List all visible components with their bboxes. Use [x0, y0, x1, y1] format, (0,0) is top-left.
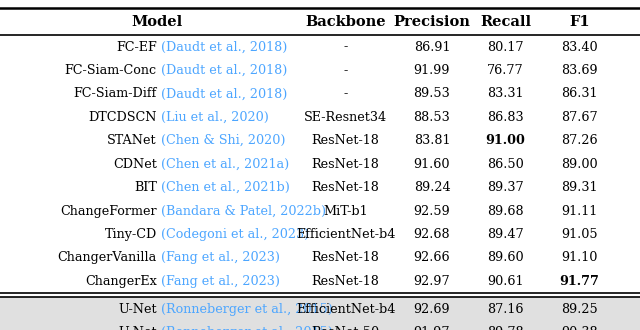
Text: (Bandara & Patel, 2022b): (Bandara & Patel, 2022b)	[157, 205, 326, 217]
Text: 92.69: 92.69	[413, 303, 451, 315]
Text: (Codegoni et al., 2023): (Codegoni et al., 2023)	[157, 228, 309, 241]
Text: EfficientNet-b4: EfficientNet-b4	[296, 303, 396, 315]
Text: 89.53: 89.53	[413, 87, 451, 100]
Text: 83.81: 83.81	[413, 134, 451, 147]
Text: 87.16: 87.16	[487, 303, 524, 315]
Text: ResNet-50: ResNet-50	[312, 326, 380, 330]
Text: 87.26: 87.26	[561, 134, 598, 147]
Text: FC-Siam-Diff: FC-Siam-Diff	[74, 87, 157, 100]
Text: (Daudt et al., 2018): (Daudt et al., 2018)	[157, 87, 287, 100]
Text: ResNet-18: ResNet-18	[312, 158, 380, 171]
Text: DTCDSCN: DTCDSCN	[88, 111, 157, 124]
Text: U-Net: U-Net	[118, 326, 157, 330]
Text: (Chen et al., 2021a): (Chen et al., 2021a)	[157, 158, 289, 171]
Text: EfficientNet-b4: EfficientNet-b4	[296, 228, 396, 241]
Text: ResNet-18: ResNet-18	[312, 181, 380, 194]
Text: 89.24: 89.24	[413, 181, 451, 194]
Text: 92.59: 92.59	[413, 205, 451, 217]
Text: ResNet-18: ResNet-18	[312, 134, 380, 147]
Text: 80.17: 80.17	[487, 41, 524, 53]
Text: 91.11: 91.11	[561, 205, 597, 217]
Text: Precision: Precision	[394, 15, 470, 29]
Text: F1: F1	[569, 15, 589, 29]
Text: BIT: BIT	[134, 181, 157, 194]
Text: (Fang et al., 2023): (Fang et al., 2023)	[157, 275, 280, 288]
Text: 91.60: 91.60	[413, 158, 451, 171]
Text: 89.00: 89.00	[561, 158, 598, 171]
Text: (Daudt et al., 2018): (Daudt et al., 2018)	[157, 64, 287, 77]
Text: Backbone: Backbone	[305, 15, 386, 29]
Text: ChangerVanilla: ChangerVanilla	[58, 251, 157, 264]
Text: 86.31: 86.31	[561, 87, 598, 100]
Text: 89.37: 89.37	[487, 181, 524, 194]
Text: 83.31: 83.31	[487, 87, 524, 100]
Text: U-Net: U-Net	[118, 303, 157, 315]
Text: MiT-b1: MiT-b1	[323, 205, 368, 217]
Text: 88.53: 88.53	[413, 111, 451, 124]
Text: FC-EF: FC-EF	[116, 41, 157, 53]
Text: 89.31: 89.31	[561, 181, 598, 194]
Text: (Ronneberger et al., 2015): (Ronneberger et al., 2015)	[157, 326, 333, 330]
Text: STANet: STANet	[107, 134, 157, 147]
Text: 91.00: 91.00	[486, 134, 525, 147]
Text: 89.68: 89.68	[487, 205, 524, 217]
Text: (Fang et al., 2023): (Fang et al., 2023)	[157, 251, 280, 264]
Text: 91.10: 91.10	[561, 251, 597, 264]
Text: 89.60: 89.60	[487, 251, 524, 264]
Text: 83.40: 83.40	[561, 41, 598, 53]
Text: -: -	[344, 64, 348, 77]
Text: 91.99: 91.99	[413, 64, 451, 77]
Text: 92.66: 92.66	[413, 251, 451, 264]
Text: SE-Resnet34: SE-Resnet34	[304, 111, 387, 124]
Text: ResNet-18: ResNet-18	[312, 275, 380, 288]
Text: -: -	[344, 41, 348, 53]
Text: (Daudt et al., 2018): (Daudt et al., 2018)	[157, 41, 287, 53]
Text: 89.47: 89.47	[487, 228, 524, 241]
Text: Model: Model	[131, 15, 182, 29]
Text: (Chen & Shi, 2020): (Chen & Shi, 2020)	[157, 134, 285, 147]
Text: ChangeFormer: ChangeFormer	[60, 205, 157, 217]
Text: 86.83: 86.83	[487, 111, 524, 124]
Text: ChangerEx: ChangerEx	[85, 275, 157, 288]
Text: FC-Siam-Conc: FC-Siam-Conc	[65, 64, 157, 77]
Text: 89.78: 89.78	[487, 326, 524, 330]
Text: Recall: Recall	[480, 15, 531, 29]
Text: (Liu et al., 2020): (Liu et al., 2020)	[157, 111, 269, 124]
Text: -: -	[344, 87, 348, 100]
Text: 86.50: 86.50	[487, 158, 524, 171]
Text: 89.25: 89.25	[561, 303, 598, 315]
Bar	[0, 297, 640, 330]
Text: (Chen et al., 2021b): (Chen et al., 2021b)	[157, 181, 290, 194]
Text: 90.61: 90.61	[487, 275, 524, 288]
Text: 83.69: 83.69	[561, 64, 598, 77]
Text: 91.97: 91.97	[413, 326, 451, 330]
Text: 90.38: 90.38	[561, 326, 598, 330]
Text: 91.77: 91.77	[559, 275, 599, 288]
Text: 91.05: 91.05	[561, 228, 598, 241]
Text: 92.68: 92.68	[413, 228, 451, 241]
Text: CDNet: CDNet	[113, 158, 157, 171]
Text: 92.97: 92.97	[413, 275, 451, 288]
Text: 86.91: 86.91	[413, 41, 451, 53]
Text: 87.67: 87.67	[561, 111, 598, 124]
Text: 76.77: 76.77	[487, 64, 524, 77]
Text: Tiny-CD: Tiny-CD	[104, 228, 157, 241]
Text: (Ronneberger et al., 2015): (Ronneberger et al., 2015)	[157, 303, 333, 315]
Text: ResNet-18: ResNet-18	[312, 251, 380, 264]
